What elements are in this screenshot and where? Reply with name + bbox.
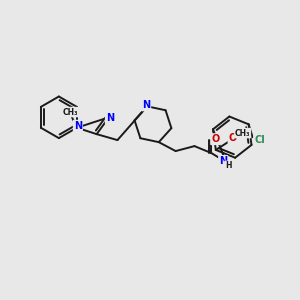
Text: CH₃: CH₃ <box>63 108 78 117</box>
Text: N: N <box>106 113 114 123</box>
Text: CH₃: CH₃ <box>235 129 250 138</box>
Text: H: H <box>225 161 231 170</box>
Text: O: O <box>229 133 237 143</box>
Text: O: O <box>211 134 219 144</box>
Text: N: N <box>74 121 82 131</box>
Text: Cl: Cl <box>254 135 265 145</box>
Text: N: N <box>142 100 150 110</box>
Text: N: N <box>219 156 227 166</box>
